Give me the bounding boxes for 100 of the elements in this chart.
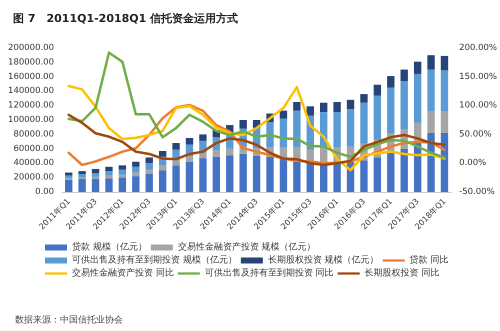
y2-tick-label: 200.00% [459,43,498,53]
bar [239,154,247,192]
bar [333,112,341,148]
bar [105,171,113,176]
bar [280,158,288,192]
bar [440,111,448,133]
bar [118,170,126,175]
bar [252,156,260,192]
bar [132,166,140,173]
bar [346,109,354,147]
bar [414,74,422,123]
bar [320,102,328,112]
legend-label: 交易性金融资产投资 同比 [72,268,174,278]
bar [226,148,234,156]
y-tick-label: 20000.00 [13,172,54,183]
bar [280,110,288,119]
bar [306,162,314,192]
bar [440,56,448,70]
bar [306,106,314,116]
line-series [67,51,446,159]
bar [387,76,394,88]
bar [400,70,408,82]
bar [374,96,382,140]
bar [320,148,328,162]
y2-tick-label: 0.00% [459,158,486,168]
bar [158,170,166,192]
bar [360,102,368,144]
bar [266,156,274,192]
legend-label: 长期股权投资 规模（亿元） [268,254,379,266]
y-tick-label: 180000.00 [8,57,54,68]
bar [158,150,166,157]
y-tick-label: 0.00 [35,187,54,197]
bar [333,102,341,112]
bar [105,175,113,178]
bar [132,172,140,176]
bar [186,156,194,162]
bar [293,162,301,192]
bar [280,118,288,148]
bar [387,152,394,192]
y-tick-label: 40000.00 [13,158,54,168]
bar [400,81,408,130]
y2-tick-label: -50.00% [459,187,495,197]
bar [346,100,354,110]
bar [212,156,220,192]
y-tick-label: 200000.00 [8,43,54,53]
bar [360,160,368,192]
legend-label: 长期股权投资 同比 [364,268,440,278]
bar [118,174,126,178]
bar [427,111,435,133]
bar [105,178,113,192]
bar [172,143,180,150]
bar [387,88,394,134]
bar [199,158,207,192]
bar [239,120,247,129]
y-tick-label: 100000.00 [8,115,54,125]
bar [158,165,166,170]
bar [186,138,194,144]
bar [293,110,301,148]
bar [186,162,194,192]
bar [172,160,180,166]
chart-title: 图 7 2011Q1-2018Q1 信托资金运用方式 [13,12,238,25]
legend-label: 可供出售及持有至到期投资 同比 [204,268,334,278]
bar [333,162,341,192]
bar [65,175,72,178]
bar [226,155,234,192]
y-tick-label: 160000.00 [8,72,54,82]
bar [374,157,382,192]
y-tick-label: 120000.00 [8,100,54,111]
bar [65,180,72,192]
bar [146,163,153,170]
y2-tick-label: 100.00% [459,100,498,111]
legend-label: 贷款 规模（亿元） [72,242,147,252]
bar [132,162,140,167]
source-note: 数据来源：中国信托业协会 [15,314,123,326]
bar [92,179,100,192]
bar [78,179,86,192]
bar [199,134,207,141]
bar [427,55,435,70]
bar [65,172,72,176]
bar [414,62,422,74]
bar [92,168,100,174]
legend-label: 交易性金融资产投资 规模（亿元） [178,242,316,252]
bar [146,174,153,192]
y-tick-label: 80000.00 [13,129,54,140]
bar [92,173,100,177]
bar [146,157,153,164]
bar [172,165,180,192]
bar [212,150,220,157]
y-tick-label: 60000.00 [13,144,54,154]
bar [78,174,86,178]
line-series [67,84,446,172]
y2-tick-label: 50.00% [459,129,492,140]
bar [360,94,368,103]
legend-label: 可供出售及持有至到期投资 规模（亿元） [72,254,237,266]
bar [374,84,382,96]
bar [118,178,126,192]
bar [440,70,448,112]
bar [146,170,153,174]
bar [427,70,435,112]
bar [78,171,86,174]
